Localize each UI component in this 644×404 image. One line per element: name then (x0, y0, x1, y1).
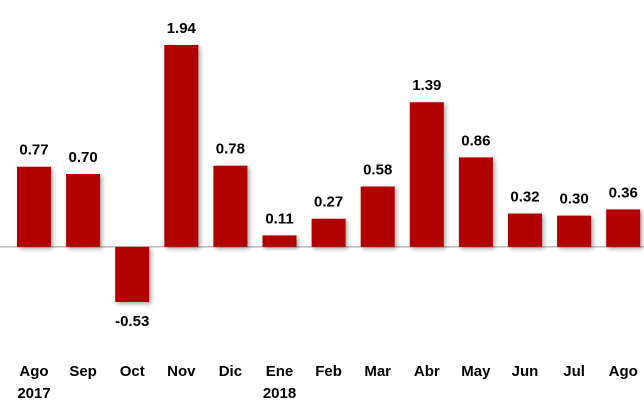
value-label: 1.39 (412, 77, 441, 94)
bar (17, 166, 51, 247)
x-tick-label: Mar (364, 363, 391, 380)
bar (311, 218, 346, 247)
value-label: 0.11 (265, 210, 293, 227)
bar (606, 209, 641, 247)
value-label: 0.36 (609, 184, 638, 201)
bar (409, 102, 444, 247)
value-label: 0.27 (314, 194, 343, 211)
value-label: -0.53 (115, 313, 149, 330)
x-tick-label: Nov (167, 363, 196, 380)
value-label: 0.32 (510, 189, 539, 206)
x-tick-label: Feb (315, 363, 342, 380)
x-tick-label: Oct (120, 363, 145, 380)
bar (66, 174, 101, 247)
bar (213, 165, 248, 247)
value-label: 0.78 (216, 141, 245, 158)
year-label: 2017 (17, 385, 50, 402)
value-label: 0.30 (559, 191, 588, 208)
bar (164, 45, 199, 247)
x-tick-label: Jun (512, 363, 539, 380)
bar (262, 235, 297, 247)
value-label: 1.94 (167, 20, 197, 37)
x-tick-label: May (461, 363, 491, 380)
bar (360, 186, 395, 247)
bar (115, 246, 150, 302)
value-label: 0.58 (363, 161, 392, 178)
x-tick-label: Sep (69, 363, 97, 380)
bar (557, 215, 592, 247)
year-label: 2018 (263, 385, 296, 402)
bar (458, 157, 493, 247)
value-label: 0.86 (461, 132, 490, 149)
value-label: 0.77 (19, 142, 48, 159)
x-tick-label: Ago (609, 363, 638, 380)
x-tick-label: Ago (19, 363, 48, 380)
bar (508, 213, 542, 247)
x-tick-label: Jul (563, 363, 585, 380)
x-tick-label: Dic (219, 363, 242, 380)
x-tick-label: Abr (414, 363, 440, 380)
value-label: 0.70 (68, 149, 97, 166)
x-tick-label: Ene (266, 363, 294, 380)
